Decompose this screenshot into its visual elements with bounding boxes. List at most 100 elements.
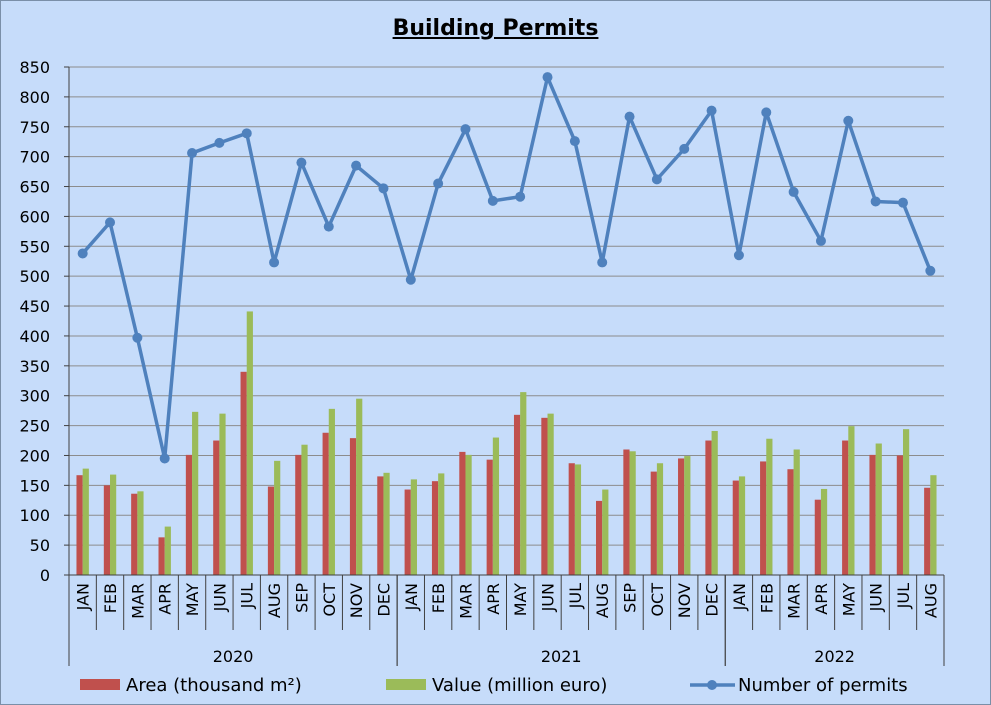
permits-point bbox=[761, 107, 772, 118]
bar-area bbox=[896, 455, 903, 575]
permits-point bbox=[296, 157, 307, 168]
x-tick-label: FEB bbox=[101, 583, 120, 613]
bar-value bbox=[465, 454, 472, 575]
x-tick-label: JUL bbox=[238, 583, 257, 609]
x-tick-label: JUN bbox=[867, 583, 886, 612]
x-tick-label: JUL bbox=[566, 583, 585, 609]
x-tick-label: JAN bbox=[74, 583, 93, 611]
y-tick-label: 0 bbox=[40, 566, 50, 585]
x-tick-label: DEC bbox=[703, 583, 722, 617]
permits-point bbox=[351, 160, 362, 171]
x-tick-label: NOV bbox=[347, 583, 366, 618]
bar-area bbox=[623, 449, 630, 575]
permits-point bbox=[105, 217, 116, 228]
bar-area bbox=[267, 486, 275, 575]
y-tick-label: 300 bbox=[19, 387, 50, 406]
y-tick-label: 700 bbox=[19, 148, 50, 167]
bar-value bbox=[356, 398, 363, 575]
axes: 0 50 100 150 200 250 300 350 400 450 500 550 600 650 7… bbox=[19, 58, 945, 666]
x-tick-label: OCT bbox=[648, 583, 667, 617]
bar-value bbox=[738, 476, 746, 575]
x-tick-label: MAY bbox=[511, 583, 530, 617]
y-tick-label: 800 bbox=[19, 88, 50, 107]
bar-value bbox=[629, 451, 636, 575]
permits-point bbox=[433, 178, 444, 189]
bar-area bbox=[787, 469, 794, 575]
permits-point bbox=[378, 183, 389, 194]
permits-point bbox=[542, 72, 553, 83]
x-tick-label: JUN bbox=[210, 583, 229, 612]
x-tick-label: DEC bbox=[374, 583, 393, 617]
y-tick-label: 500 bbox=[19, 267, 50, 286]
chart-title: Building Permits bbox=[392, 16, 599, 41]
bar-area bbox=[76, 475, 83, 575]
bar-value bbox=[766, 438, 773, 575]
x-tick-label: APR bbox=[484, 583, 503, 615]
bar-area bbox=[596, 500, 603, 575]
permits-point bbox=[897, 197, 908, 208]
permits-point bbox=[925, 265, 936, 276]
line-series bbox=[77, 72, 936, 464]
bar-area bbox=[650, 471, 657, 575]
y-tick-label: 550 bbox=[19, 237, 50, 256]
legend-label: Value (million euro) bbox=[432, 675, 607, 696]
permits-point bbox=[77, 248, 88, 259]
bar-value bbox=[164, 526, 171, 575]
y-tick-label: 350 bbox=[19, 357, 50, 376]
bar-area bbox=[103, 485, 111, 575]
permits-point bbox=[569, 136, 580, 147]
bar-value bbox=[246, 311, 253, 575]
x-tick-label: JAN bbox=[730, 583, 749, 611]
permits-point bbox=[515, 191, 526, 202]
x-tick-label: MAY bbox=[183, 583, 202, 617]
bars bbox=[76, 311, 937, 575]
bar-area bbox=[185, 454, 193, 575]
y-tick-label: 750 bbox=[19, 118, 50, 137]
permits-point bbox=[187, 148, 198, 159]
bar-area bbox=[732, 480, 739, 575]
permits-point bbox=[679, 143, 690, 154]
bar-value bbox=[684, 456, 691, 575]
permits-point bbox=[788, 186, 799, 197]
bar-value bbox=[656, 463, 664, 575]
x-tick-label: APR bbox=[812, 583, 831, 615]
x-tick-label: OCT bbox=[320, 583, 339, 617]
group-label: 2022 bbox=[814, 647, 855, 666]
x-tick-label: APR bbox=[156, 583, 175, 615]
x-tick-label: AUG bbox=[921, 583, 940, 618]
permits-point bbox=[843, 115, 854, 126]
x-tick-label: MAY bbox=[839, 583, 858, 617]
bar-value bbox=[793, 449, 800, 575]
x-tick-label: MAR bbox=[456, 583, 475, 619]
permits-point bbox=[870, 196, 881, 207]
bar-area bbox=[349, 438, 357, 575]
x-tick-label: MAR bbox=[128, 583, 147, 619]
permits-point bbox=[214, 137, 225, 148]
bar-area bbox=[158, 537, 165, 575]
y-tick-label: 50 bbox=[30, 536, 50, 555]
permits-point bbox=[241, 128, 252, 139]
bar-value bbox=[848, 426, 855, 575]
bar-area bbox=[568, 463, 575, 575]
legend-label: Area (thousand m²) bbox=[126, 675, 302, 696]
y-tick-label: 850 bbox=[19, 58, 50, 77]
grid-lines bbox=[69, 66, 944, 546]
group-label: 2021 bbox=[541, 647, 582, 666]
bar-value bbox=[520, 392, 527, 575]
x-tick-label: SEP bbox=[621, 583, 640, 613]
bar-area bbox=[431, 481, 439, 575]
y-tick-label: 150 bbox=[19, 476, 50, 495]
bar-value bbox=[902, 429, 910, 575]
bar-area bbox=[924, 487, 931, 575]
permits-point bbox=[651, 174, 662, 185]
bar-value bbox=[274, 460, 281, 575]
x-tick-label: MAR bbox=[785, 583, 804, 619]
bar-value bbox=[875, 443, 882, 575]
x-tick-label: AUG bbox=[593, 583, 612, 618]
y-tick-label: 250 bbox=[19, 417, 50, 436]
permits-point bbox=[597, 257, 608, 268]
bar-area bbox=[678, 458, 685, 575]
bar-area bbox=[459, 451, 466, 575]
bar-value bbox=[930, 475, 937, 575]
